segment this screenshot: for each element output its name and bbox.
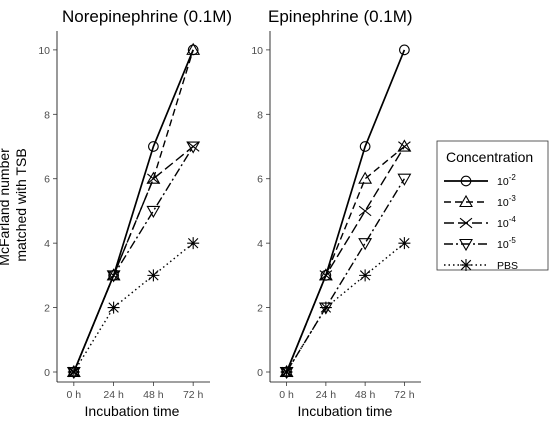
legend-title: Concentration	[446, 149, 533, 165]
chart-title: Norepinephrine (0.1M)	[62, 7, 232, 26]
legend-item-10-2: 10-2	[444, 173, 516, 188]
legend-item-10-3: 10-3	[444, 194, 516, 209]
legend-item-pbs: PBS	[444, 259, 518, 272]
legend-marker	[459, 238, 473, 252]
legend-marker	[460, 175, 472, 187]
panel-epinephrine: Epinephrine (0.1M) 0 2 4 6 8 10 0 h 24 h 48 h 72 …	[251, 7, 421, 419]
data-point-10-5	[186, 141, 201, 154]
x-tick-label: 72 h	[183, 389, 204, 401]
legend-label: 10-2	[497, 173, 516, 188]
series-line-10-5	[286, 178, 405, 373]
x-tick-label: 48 h	[355, 389, 376, 401]
data-point-10-2	[148, 141, 159, 152]
data-point-10-4	[358, 205, 372, 217]
data-point-10-5	[106, 270, 121, 283]
y-tick-label: 8	[44, 109, 50, 121]
legend-marker	[459, 217, 473, 229]
y-tick-label: 4	[257, 238, 263, 250]
y-tick-label: 10	[251, 45, 263, 57]
legend-item-10-5: 10-5	[444, 236, 516, 252]
x-axis-title: Incubation time	[298, 403, 393, 419]
y-tick-label: 2	[44, 303, 50, 315]
data-point-pbs	[280, 366, 293, 378]
data-point-10-4	[147, 173, 160, 184]
data-point-10-4	[107, 270, 120, 281]
y-tick-label: 6	[44, 174, 50, 186]
y-tick-label: 4	[44, 238, 50, 250]
data-point-10-5	[397, 173, 412, 186]
y-tick-label: 6	[257, 174, 263, 186]
y-tick-label: 8	[257, 109, 263, 121]
x-tick-label: 0 h	[67, 389, 82, 401]
data-point-pbs	[359, 269, 372, 282]
series-line-pbs	[286, 242, 405, 373]
legend-label: 10-5	[497, 236, 516, 251]
y-tick-label: 10	[38, 45, 50, 57]
legend-frame	[436, 140, 549, 271]
data-point-10-4	[319, 270, 333, 281]
data-point-pbs	[67, 366, 80, 378]
y-tick-label: 0	[44, 367, 50, 379]
series-line-10-3	[285, 145, 405, 373]
legend-label: 10-4	[497, 215, 516, 230]
series-line-10-2	[73, 49, 194, 373]
plot-area: 0 2 4 6 8 10 0 h 24 h 48 h 72 h	[38, 31, 210, 401]
x-axis-title: Incubation time	[85, 403, 180, 419]
legend-label-exponent: -5	[509, 236, 517, 245]
y-axis-title: McFarland number matched with TSB	[0, 144, 29, 265]
y-axis-title-line-1: McFarland number	[0, 148, 12, 266]
panel-norepinephrine: Norepinephrine (0.1M) 0 2 4 6 8 10 0 h 24 h 48 h…	[0, 7, 232, 419]
x-tick-label: 72 h	[394, 389, 415, 401]
series-line-10-5	[73, 146, 194, 373]
data-point-pbs	[147, 269, 160, 282]
x-tick-label: 48 h	[143, 389, 164, 401]
data-point-10-5	[146, 205, 161, 219]
data-point-10-5	[358, 238, 373, 251]
series-line-10-4	[285, 146, 405, 373]
data-point-10-3	[358, 171, 373, 184]
legend-label-exponent: -3	[509, 194, 517, 203]
chart-title: Epinephrine (0.1M)	[268, 7, 413, 26]
plot-area: 0 2 4 6 8 10 0 h 24 h 48 h 72 h	[251, 31, 421, 401]
data-point-pbs	[187, 237, 200, 250]
legend-label-base: 10	[497, 218, 509, 230]
data-point-pbs	[398, 237, 411, 250]
data-point-10-3	[146, 171, 161, 184]
legend-label: PBS	[497, 260, 518, 272]
data-point-10-4	[398, 141, 411, 152]
data-point-10-2	[359, 141, 371, 152]
y-axis-title-line-2: matched with TSB	[13, 148, 29, 261]
legend-label-exponent: -2	[509, 173, 517, 182]
data-point-10-4	[186, 141, 200, 152]
series-line-10-4	[73, 145, 194, 373]
legend-marker	[460, 259, 472, 271]
legend-marker	[459, 194, 473, 208]
data-point-pbs	[107, 301, 120, 314]
y-tick-label: 2	[257, 303, 263, 315]
series-line-10-2	[285, 49, 406, 373]
data-point-10-3	[186, 42, 201, 55]
x-tick-label: 24 h	[316, 389, 337, 401]
legend-item-10-4: 10-4	[444, 215, 516, 230]
data-point-10-3	[318, 268, 333, 281]
legend-label-exponent: -4	[509, 215, 517, 224]
data-point-10-2	[399, 44, 410, 56]
y-tick-label: 0	[257, 367, 263, 379]
legend-label-base: 10	[497, 197, 509, 209]
legend-label: 10-3	[497, 194, 516, 209]
data-point-pbs	[319, 301, 332, 314]
data-point-10-3	[106, 268, 121, 281]
series-line-pbs	[73, 242, 194, 373]
x-tick-label: 0 h	[279, 389, 294, 401]
data-point-10-3	[397, 139, 412, 152]
legend-label-base: 10	[497, 176, 509, 188]
legend-label-base: 10	[497, 239, 509, 251]
x-tick-label: 24 h	[103, 389, 124, 401]
